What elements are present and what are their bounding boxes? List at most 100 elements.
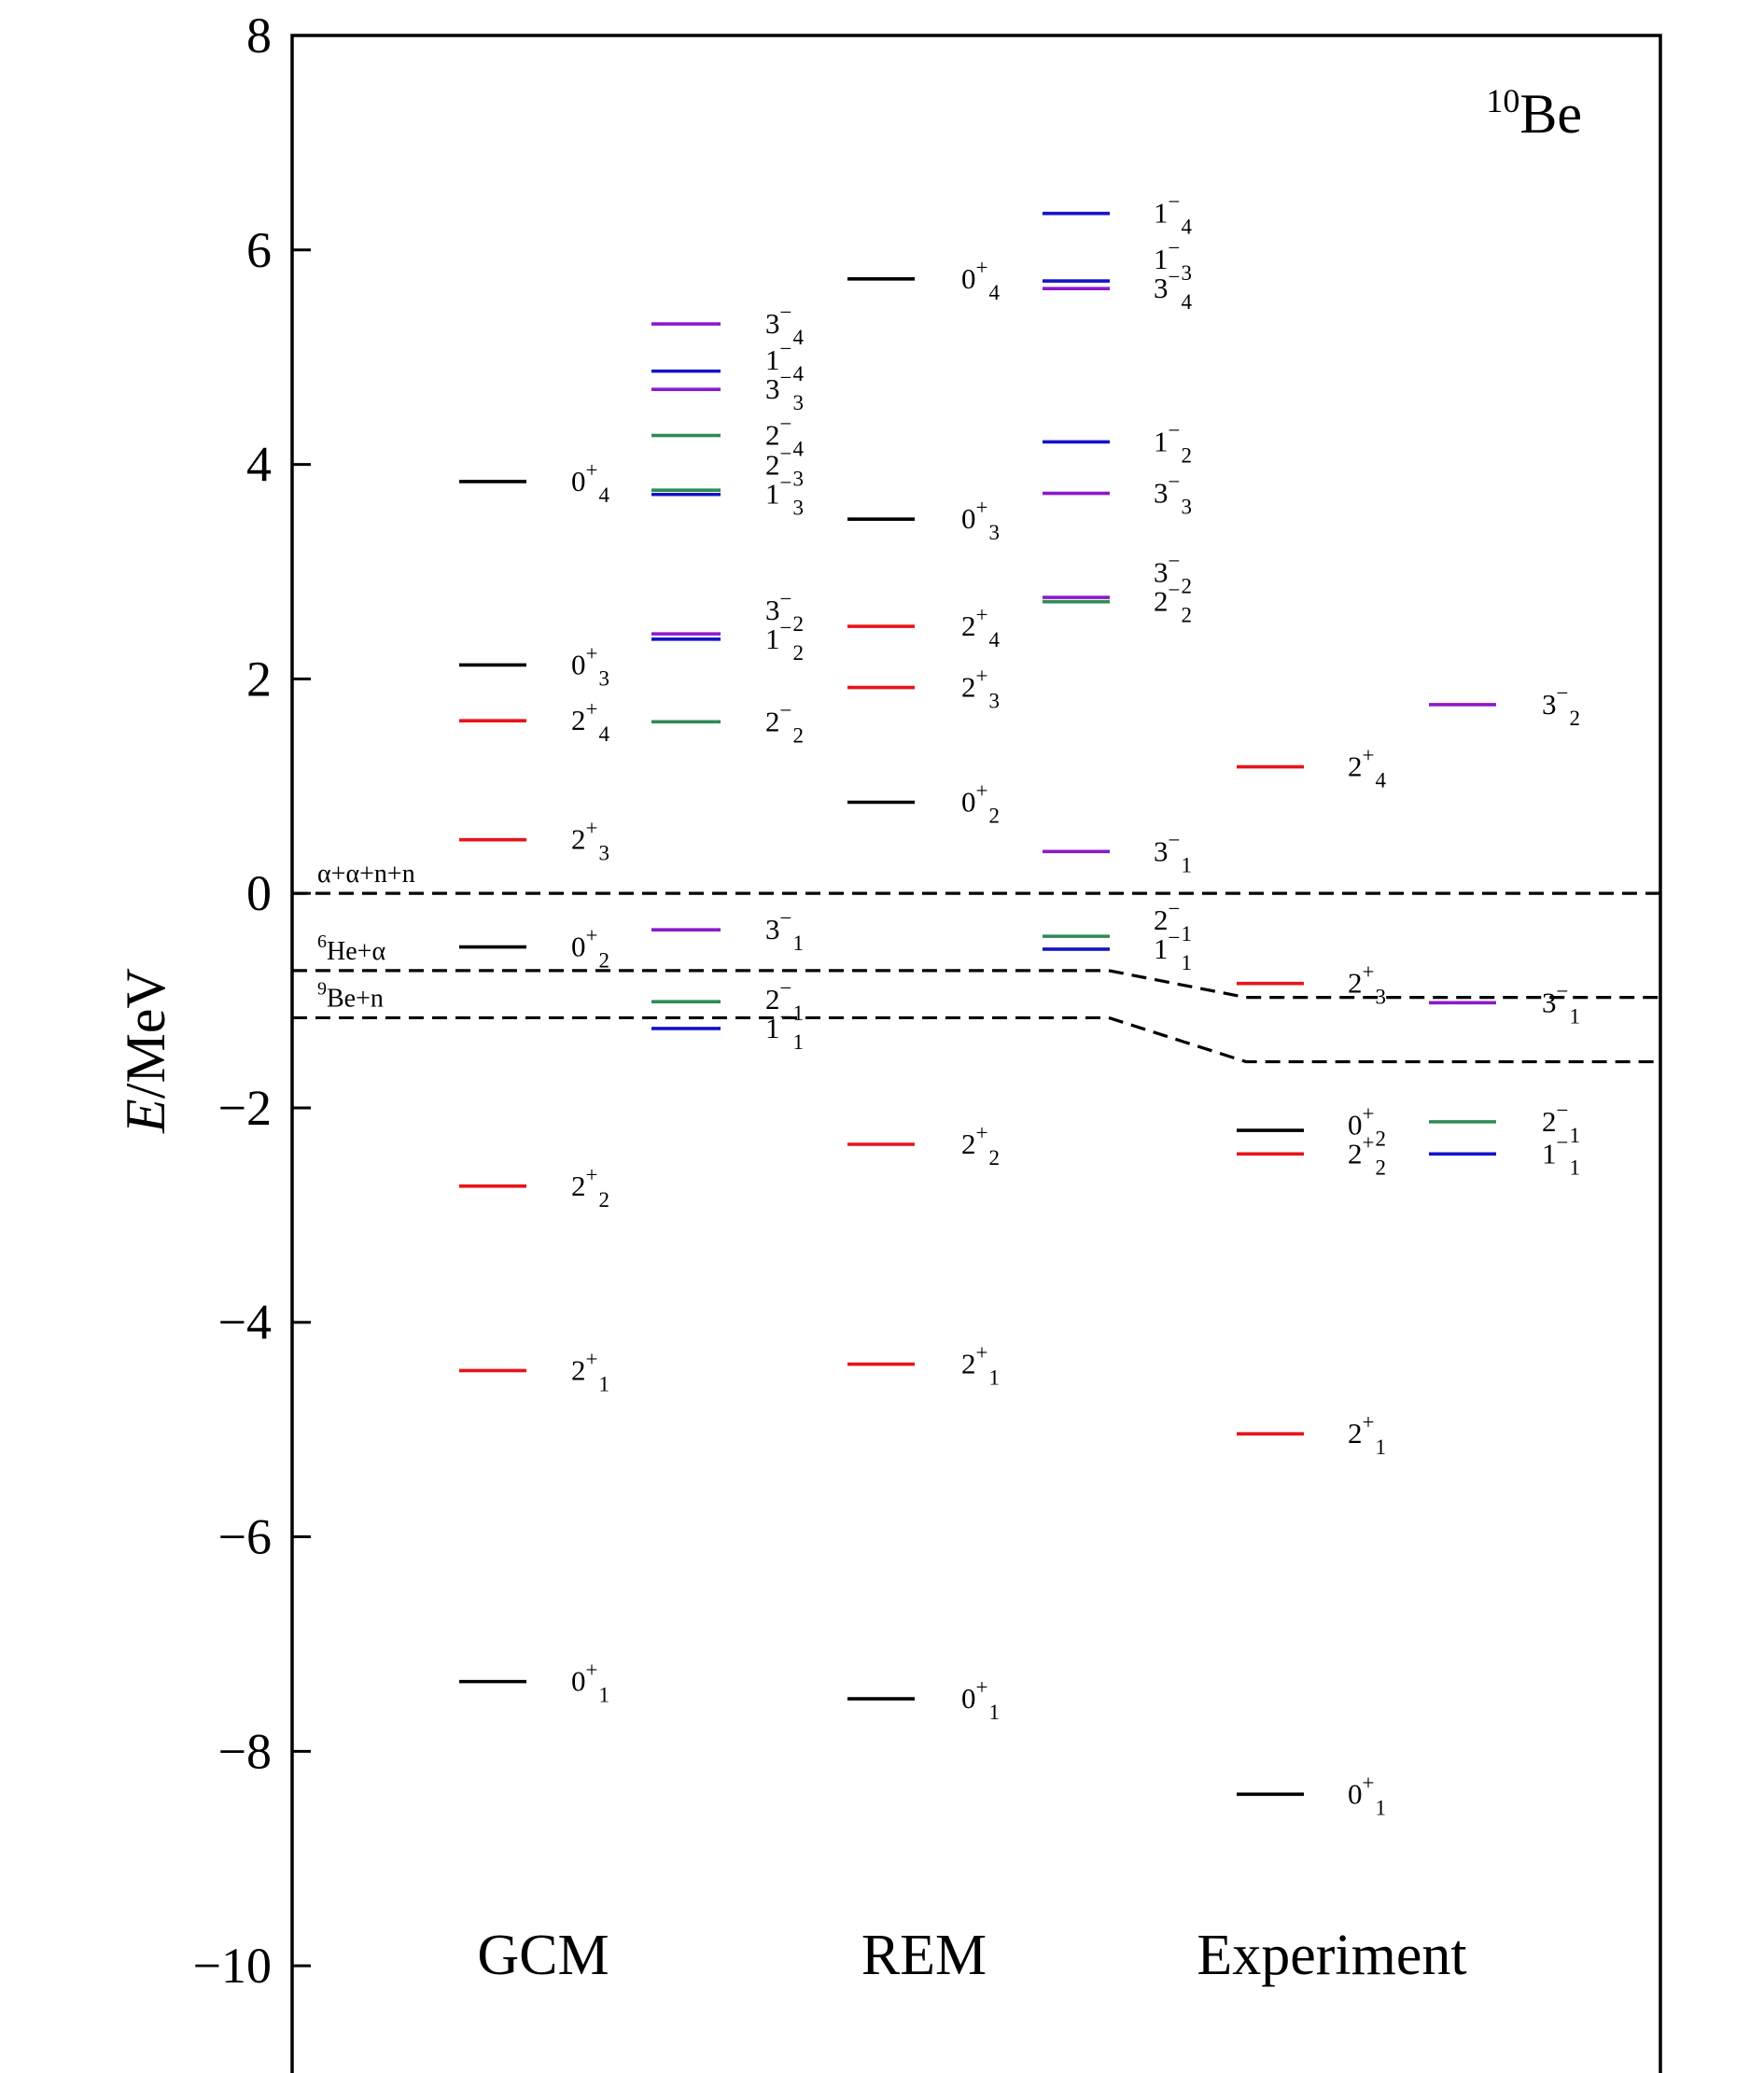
level-parity: + [976,496,988,519]
level-index: 2 [792,723,804,747]
level-parity: + [976,665,988,688]
level-parity: + [586,1659,598,1682]
level-index: 2 [792,612,804,636]
level-parity: + [586,697,598,721]
level-spin: 0 [1348,1108,1363,1141]
level-parity: − [1557,1130,1569,1154]
level-index: 3 [988,690,1000,713]
plot-frame [290,34,1662,2073]
level-spin: 1 [765,1012,780,1044]
level-parity: − [780,616,792,639]
nucleus-label: 10Be [1486,82,1582,145]
level-parity: + [976,778,988,802]
threshold-label-text: α+α+n+n [317,860,415,889]
level-parity: − [780,471,792,495]
level-parity: − [1169,828,1181,851]
level-index: 1 [598,1684,609,1707]
level-spin: 2 [571,704,586,736]
level-parity: − [780,906,792,930]
level-spin: 2 [571,1353,586,1386]
level-parity: + [586,458,598,482]
threshold-label: 6He+α [317,931,385,966]
level-spin: 2 [571,1170,586,1202]
level-parity: − [780,1005,792,1029]
level-label: 1−1 [1154,926,1192,974]
level-parity: + [586,817,598,840]
level-spin: 2 [961,1348,976,1380]
level-index: 1 [1569,1124,1580,1147]
level-spin: 0 [961,502,976,535]
level-label: 2−3 [765,442,804,491]
level-index: 2 [988,804,1000,827]
level-label: 2+2 [1348,1130,1386,1179]
level-label: 1−4 [1154,190,1192,239]
level-parity: − [1169,265,1181,288]
level-index: 4 [988,281,1000,304]
y-tick-label: −8 [218,1723,272,1779]
level-spin: 3 [1154,834,1169,867]
level-parity: − [780,366,792,389]
level-spin: 2 [1348,1137,1363,1170]
level-spin: 1 [765,343,780,376]
level-spin: 3 [1542,688,1557,721]
y-tick-label: 8 [246,7,272,63]
level-label: 0+2 [961,778,1000,827]
level-parity: + [1363,1410,1375,1434]
level-index: 3 [1375,986,1386,1009]
level-spin: 1 [765,478,780,511]
level-label: 0+4 [961,256,1000,304]
level-label: 2+2 [571,1163,609,1212]
level-spin: 1 [1154,425,1169,457]
threshold-label-text: He+α [327,937,385,966]
level-parity: + [586,1163,598,1186]
level-label: 3−1 [765,906,804,955]
level-spin: 1 [765,623,780,655]
level-label: 2+4 [961,603,1000,651]
level-parity: + [586,641,598,665]
level-index: 1 [988,1366,1000,1390]
y-tick-label: 4 [246,437,272,493]
level-index: 2 [988,1146,1000,1170]
level-spin: 2 [765,419,780,452]
level-index: 3 [792,468,804,491]
level-index: 2 [1181,575,1192,598]
level-label: 2+3 [571,817,609,865]
level-label: 2−1 [765,976,804,1025]
level-spin: 2 [571,823,586,856]
level-label: 2+4 [571,697,609,746]
level-spin: 0 [1348,1777,1363,1810]
level-parity: − [780,976,792,1000]
level-index: 1 [598,1372,609,1395]
level-label: 2−2 [765,698,804,747]
level-index: 4 [1181,216,1192,239]
level-spin: 0 [571,1665,586,1698]
level-index: 2 [1375,1127,1386,1150]
method-label: GCM [477,1924,609,1987]
threshold-label: α+α+n+n [317,860,415,889]
level-label: 1−2 [765,616,804,665]
level-spin: 0 [961,262,976,295]
level-label: 3−1 [1154,828,1192,876]
level-label: 0+2 [1348,1101,1386,1150]
level-label: 1−3 [1154,236,1192,285]
level-spin: 0 [961,785,976,818]
level-parity: − [1169,579,1181,602]
level-label: 2+1 [1348,1410,1386,1459]
level-index: 1 [792,931,804,955]
level-parity: + [1363,744,1375,767]
level-index: 2 [792,641,804,665]
level-parity: − [1169,926,1181,949]
level-label: 3−3 [765,366,804,414]
level-index: 1 [1569,1004,1580,1028]
level-label: 2−2 [1154,579,1192,627]
level-parity: − [1169,897,1181,920]
level-parity: + [976,1121,988,1144]
level-label: 3−2 [1542,681,1580,730]
level-spin: 3 [765,594,780,626]
threshold-line [292,969,1660,1000]
level-label: 1−4 [765,337,804,385]
y-axis-label: E/MeV [115,968,176,1134]
level-index: 1 [1181,853,1192,876]
level-spin: 2 [961,609,976,642]
